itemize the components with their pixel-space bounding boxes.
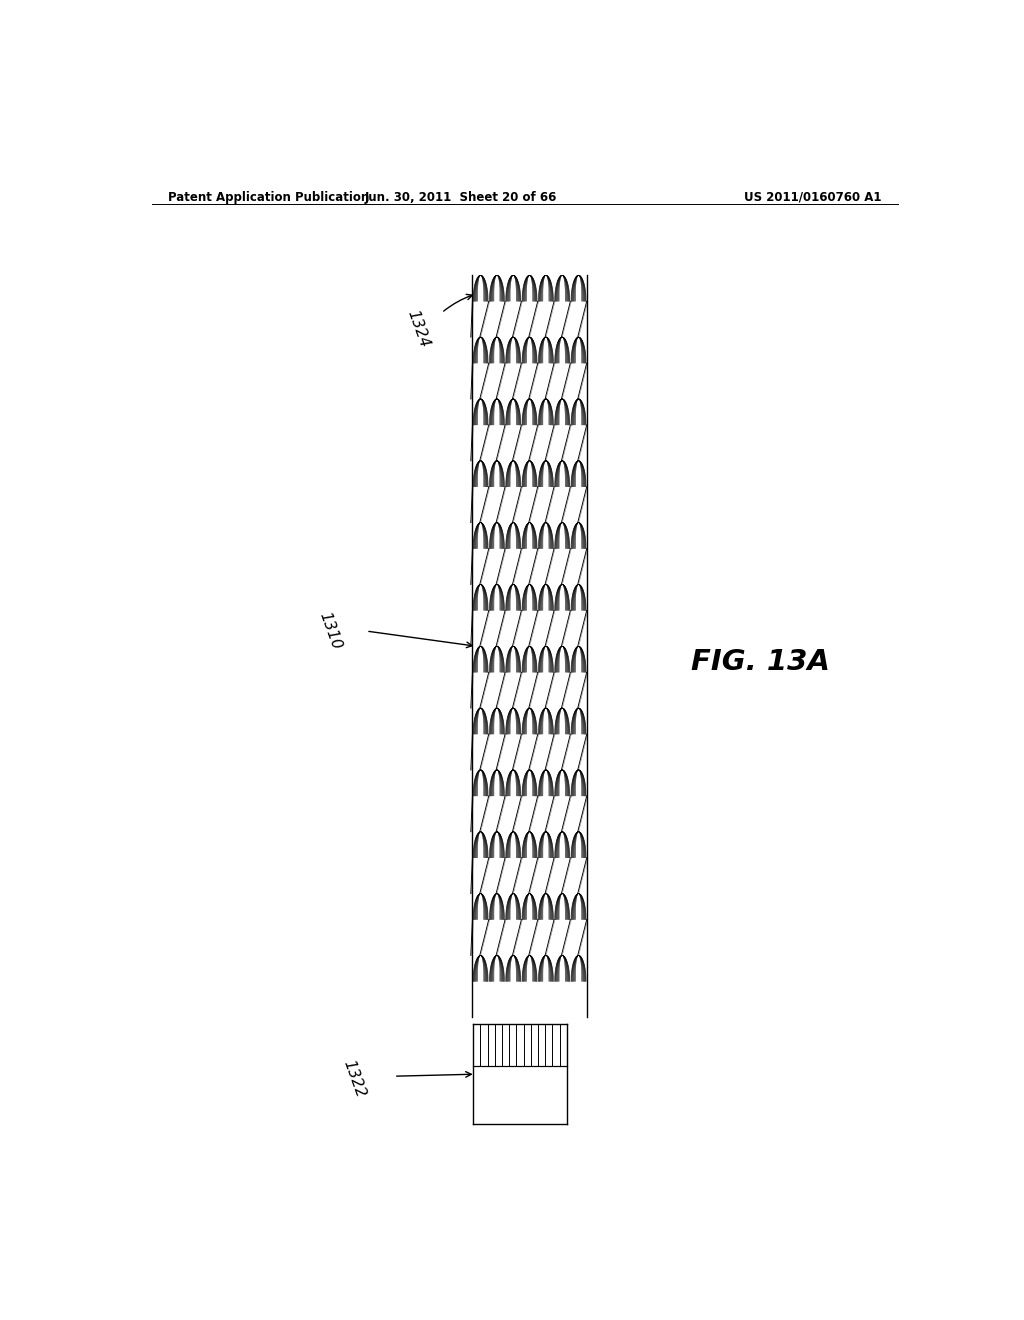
Text: Jun. 30, 2011  Sheet 20 of 66: Jun. 30, 2011 Sheet 20 of 66 <box>366 191 557 203</box>
Text: 1310: 1310 <box>316 610 344 652</box>
Text: FIG. 13A: FIG. 13A <box>691 648 830 676</box>
Text: 1324: 1324 <box>403 308 431 350</box>
Text: US 2011/0160760 A1: US 2011/0160760 A1 <box>744 191 882 203</box>
Text: Patent Application Publication: Patent Application Publication <box>168 191 369 203</box>
Text: 1322: 1322 <box>340 1059 368 1100</box>
